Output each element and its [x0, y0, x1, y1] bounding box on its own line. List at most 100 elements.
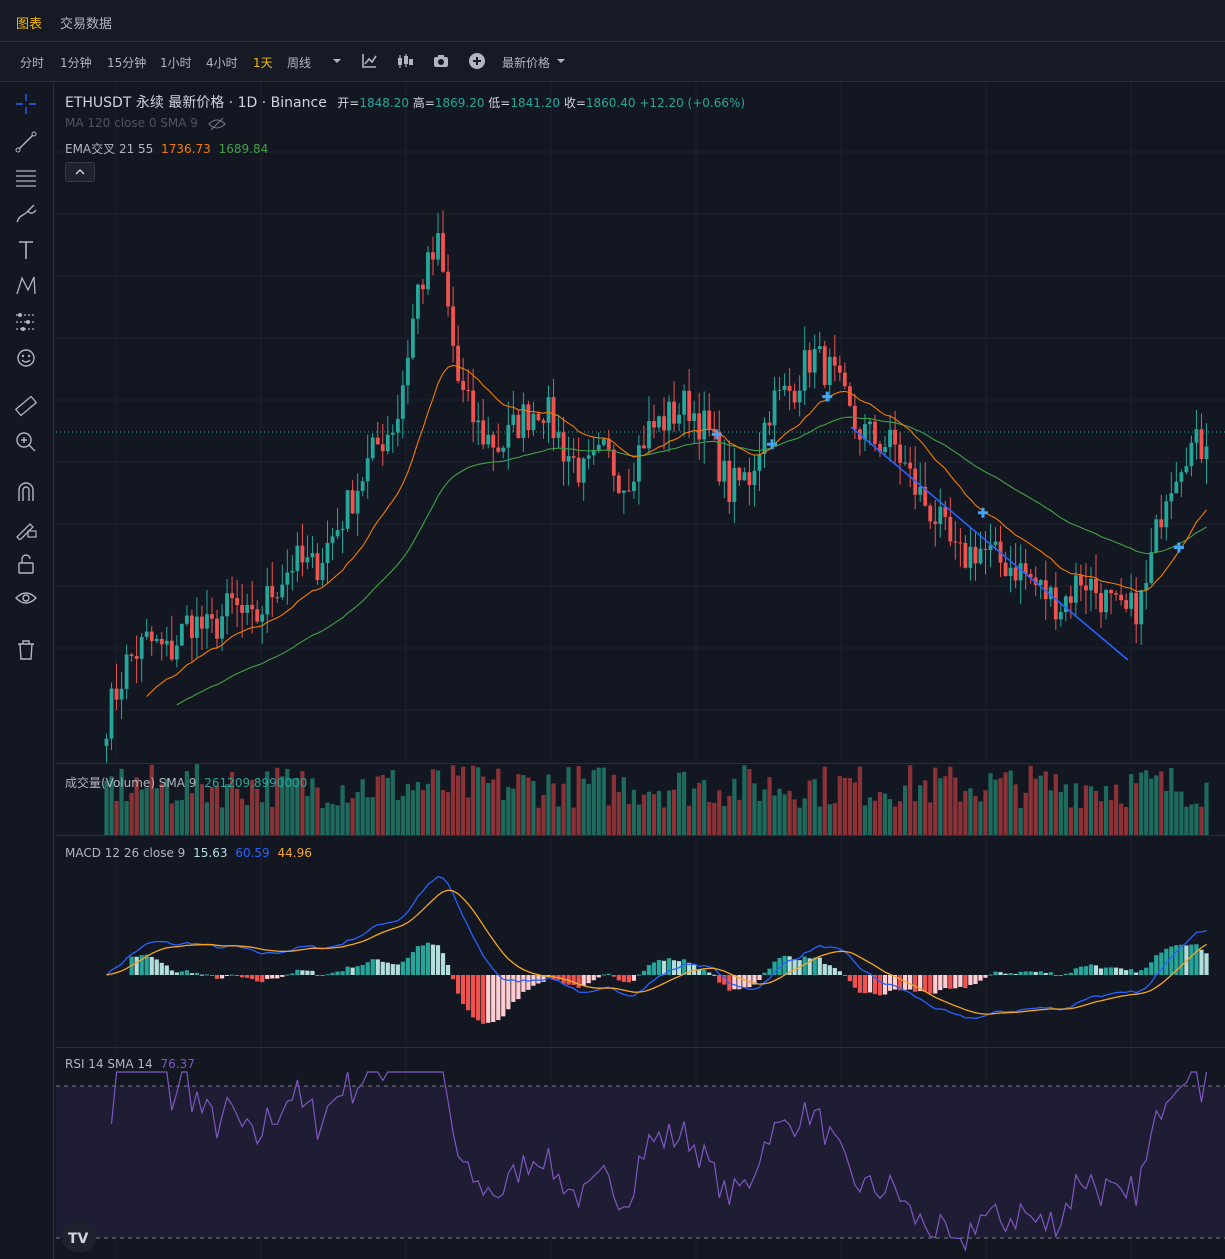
- brush-icon[interactable]: [14, 202, 38, 226]
- chevron-down-icon[interactable]: [328, 52, 346, 70]
- timeframe-1d[interactable]: 1天: [253, 56, 273, 70]
- volume-bar: [209, 786, 215, 836]
- candle-body: [1184, 466, 1189, 473]
- timeframe-4h[interactable]: 4小时: [206, 56, 238, 70]
- pattern-icon[interactable]: [14, 274, 38, 298]
- ruler-icon[interactable]: [14, 394, 38, 418]
- macd-hist-bar: [616, 975, 621, 981]
- candle-body: [315, 553, 320, 581]
- camera-icon[interactable]: [432, 52, 450, 70]
- magnet-icon[interactable]: [14, 480, 38, 504]
- legend-collapse-button[interactable]: [65, 162, 95, 182]
- crosshair-icon[interactable]: [14, 92, 38, 116]
- macd-hist-bar: [455, 975, 461, 994]
- macd-hist-bar: [1189, 944, 1194, 975]
- macd-hist-bar: [240, 975, 245, 978]
- macd-hist-bar: [782, 955, 787, 975]
- fib-icon[interactable]: [14, 166, 38, 190]
- macd-hist-bar: [526, 975, 531, 990]
- candle-body: [631, 481, 636, 491]
- candle-body: [290, 570, 295, 573]
- macd-hist-bar: [872, 975, 878, 995]
- tab-chart[interactable]: 图表: [16, 17, 43, 32]
- volume-bar: [641, 794, 647, 836]
- macd-hist-bar: [199, 974, 205, 976]
- tab-trading-data[interactable]: 交易数据: [60, 17, 113, 32]
- volume-bar: [601, 767, 606, 836]
- macd-hist-bar: [827, 965, 832, 975]
- candle-type-icon[interactable]: [396, 52, 414, 70]
- macd-hist-bar: [496, 975, 501, 1021]
- macd-hist-bar: [817, 957, 822, 975]
- candle-body: [707, 410, 712, 430]
- macd-hist-bar: [1063, 973, 1068, 975]
- volume-bar: [350, 798, 355, 836]
- chevron-down-icon[interactable]: [552, 52, 570, 70]
- candle-body: [923, 486, 928, 506]
- macd-label: MACD 12 26 close 9: [65, 846, 186, 860]
- trash-icon[interactable]: [14, 638, 38, 662]
- hidden-eye-icon[interactable]: [208, 117, 226, 131]
- candle-body: [626, 490, 631, 492]
- ohlc-high-label: 高=: [412, 96, 435, 110]
- candle-body: [481, 420, 486, 445]
- macd-hist-bar: [832, 967, 837, 975]
- eye-icon[interactable]: [14, 586, 38, 610]
- lock-icon[interactable]: [14, 552, 38, 576]
- volume-bar: [566, 767, 571, 836]
- volume-bar: [265, 771, 270, 836]
- volume-bar: [697, 782, 702, 836]
- volume-bar: [445, 792, 451, 836]
- candle-body: [948, 516, 953, 542]
- forecast-icon[interactable]: [14, 310, 38, 334]
- volume-bar: [1149, 778, 1154, 836]
- macd-hist-bar: [913, 975, 918, 992]
- candle-body: [1099, 593, 1103, 613]
- ohlc-values: 开=1848.20 高=1869.20 低=1841.20 收=1860.40 …: [337, 96, 745, 110]
- candle-body: [511, 414, 516, 425]
- candle-body: [164, 640, 169, 645]
- macd-hist-bar: [204, 974, 210, 976]
- price-type-dropdown[interactable]: 最新价格: [502, 56, 551, 70]
- volume-bar: [948, 766, 953, 836]
- chart-canvas[interactable]: TV: [56, 82, 1225, 1259]
- macd-hist-bar: [777, 957, 782, 975]
- timeframe-1m[interactable]: 1分钟: [60, 56, 92, 70]
- macd-hist-bar: [385, 962, 390, 975]
- volume-bar: [536, 807, 541, 836]
- text-icon[interactable]: [14, 238, 38, 262]
- macd-hist-bar: [968, 975, 973, 985]
- macd-hist-bar: [1144, 967, 1149, 975]
- symbol-title[interactable]: ETHUSDT 永续 最新价格 · 1D · Binance: [65, 95, 327, 111]
- add-icon[interactable]: [468, 52, 486, 70]
- timeframe-15m[interactable]: 15分钟: [107, 56, 147, 70]
- macd-signal-value: 44.96: [277, 846, 312, 860]
- zoom-in-icon[interactable]: [14, 430, 38, 454]
- candle-body: [1058, 612, 1063, 620]
- candle-body: [471, 390, 476, 423]
- volume-bar: [1184, 806, 1189, 836]
- candle-body: [390, 432, 395, 435]
- candle-body: [536, 413, 541, 421]
- indicators-icon[interactable]: [360, 52, 378, 70]
- emoji-icon[interactable]: [14, 346, 38, 370]
- timeframe-tick[interactable]: 分时: [20, 56, 45, 70]
- macd-hist-bar: [772, 961, 777, 975]
- macd-hist-bar: [757, 975, 762, 980]
- volume-bar: [471, 765, 476, 836]
- trend-line-icon[interactable]: [14, 130, 38, 154]
- candle-body: [983, 548, 988, 550]
- macd-hist-bar: [1149, 962, 1154, 975]
- macd-hist-bar: [476, 975, 481, 1021]
- volume-bar: [611, 774, 616, 836]
- candle-body: [1164, 501, 1169, 528]
- timeframe-1h[interactable]: 1小时: [160, 56, 192, 70]
- candle-body: [591, 449, 596, 456]
- timeframe-1w[interactable]: 周线: [287, 56, 312, 70]
- candle-body: [295, 545, 300, 571]
- volume-bar: [1008, 770, 1013, 836]
- volume-bar: [636, 804, 642, 836]
- ema-fast-line: [146, 364, 1207, 697]
- volume-bar: [400, 795, 405, 836]
- lock-drawing-icon[interactable]: [14, 516, 38, 540]
